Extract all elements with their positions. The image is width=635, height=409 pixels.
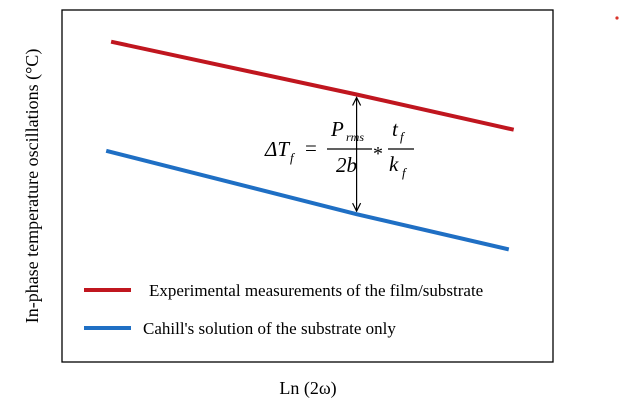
legend: Experimental measurements of the film/su… — [84, 281, 483, 338]
eq-equals: = — [305, 136, 317, 160]
eq-lhs-sub: f — [290, 150, 296, 165]
plot-frame — [61, 9, 554, 363]
svg-text:f: f — [290, 150, 296, 165]
y-axis-label: In-phase temperature oscillations (°C) — [22, 49, 43, 324]
equation: ΔT f = P rms 2b * t f k f — [264, 117, 414, 180]
x-axis-label: Ln (2ω) — [279, 378, 336, 399]
eq-num2-sub: f — [400, 129, 406, 144]
legend-label-experimental: Experimental measurements of the film/su… — [149, 281, 483, 300]
series-line-experimental — [110, 39, 515, 132]
eq-lhs-main: ΔT — [264, 137, 290, 161]
eq-den2-main: k — [389, 152, 399, 176]
eq-times: * — [373, 143, 383, 165]
eq-num1-sub: rms — [346, 130, 364, 144]
legend-label-cahill: Cahill's solution of the substrate only — [143, 319, 396, 338]
eq-num2-main: t — [392, 117, 399, 141]
series-group — [105, 39, 515, 252]
eq-num1-main: P — [330, 117, 344, 141]
svg-text:ΔT: ΔT — [264, 137, 290, 161]
eq-den1: 2b — [336, 153, 357, 177]
series-line-cahill — [105, 148, 510, 252]
eq-den2-sub: f — [402, 165, 408, 180]
marker-dot — [615, 16, 619, 20]
